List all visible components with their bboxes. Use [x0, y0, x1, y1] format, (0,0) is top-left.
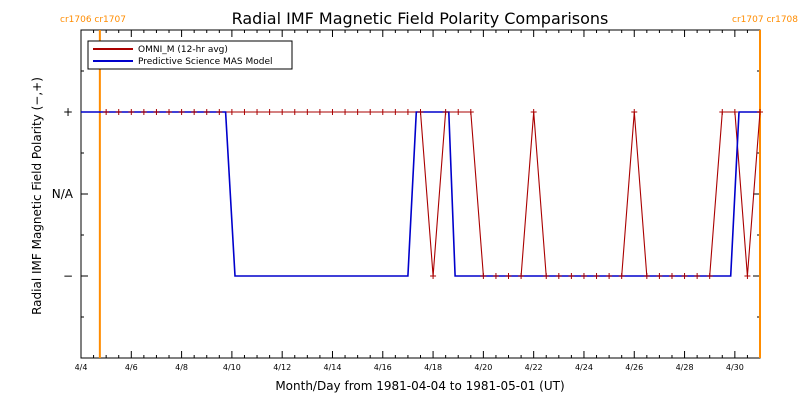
series-omni-point: [442, 109, 449, 115]
x-tick-label: 4/22: [525, 363, 543, 372]
series-omni-point: [568, 273, 575, 279]
series-omni-point: [354, 109, 361, 115]
x-tick-label: 4/18: [424, 363, 442, 372]
series-omni-point: [656, 273, 663, 279]
plot-frame: [80, 29, 761, 359]
series-omni-point: [166, 109, 173, 115]
x-axis-title: Month/Day from 1981-04-04 to 1981-05-01 …: [275, 379, 564, 393]
series-omni-point: [505, 273, 512, 279]
x-tick-label: 4/16: [374, 363, 392, 372]
series-omni-point: [706, 273, 713, 279]
series-omni-point: [555, 273, 562, 279]
series-mas-line: [81, 111, 760, 277]
x-tick-label: 4/6: [125, 363, 138, 372]
series-omni-line: [106, 111, 761, 277]
carrington-label: cr1707 cr1708: [732, 15, 798, 25]
series-omni-point: [467, 109, 474, 115]
series-omni-point: [228, 109, 235, 115]
series-omni-point: [153, 109, 160, 115]
series-omni-point: [480, 273, 487, 279]
carrington-markers: cr1706 cr1707 cr1707 cr1708: [60, 15, 798, 358]
x-tick-label: 4/24: [575, 363, 593, 372]
series-omni-point: [329, 109, 336, 115]
series-omni-point: [216, 109, 223, 115]
series-omni-point: [404, 109, 411, 115]
series-omni-point: [140, 109, 147, 115]
legend-label-mas: Predictive Science MAS Model: [138, 57, 273, 67]
carrington-label: cr1706 cr1707: [60, 15, 126, 25]
series-omni-point: [618, 273, 625, 279]
x-tick-label: 4/20: [474, 363, 492, 372]
series-omni-point: [379, 109, 386, 115]
series-omni-point: [593, 273, 600, 279]
series-omni-point: [103, 109, 110, 115]
series-omni-point: [631, 109, 638, 115]
series-omni-point: [342, 109, 349, 115]
series-omni-point: [530, 109, 537, 115]
x-tick-label: 4/4: [75, 363, 88, 372]
series-omni-point: [643, 273, 650, 279]
series-omni-point: [279, 109, 286, 115]
y-axis-title: Radial IMF Magnetic Field Polarity (−,+): [30, 77, 44, 315]
series-omni-point: [580, 273, 587, 279]
series-omni-point: [115, 109, 122, 115]
series-omni-point: [178, 109, 185, 115]
chart-title: Radial IMF Magnetic Field Polarity Compa…: [232, 9, 609, 28]
x-tick-label: 4/14: [323, 363, 341, 372]
series-omni-point: [417, 109, 424, 115]
x-tick-label: 4/10: [223, 363, 241, 372]
y-tick-label: +: [63, 105, 73, 119]
series-omni-point: [266, 109, 273, 115]
series-omni-point: [367, 109, 374, 115]
series-omni-point: [291, 109, 298, 115]
y-axis: + N/A −: [52, 70, 760, 318]
series-omni-point: [128, 109, 135, 115]
x-tick-label: 4/12: [273, 363, 291, 372]
series-omni-point: [254, 109, 261, 115]
series-omni-point: [731, 109, 738, 115]
series-omni-point: [668, 273, 675, 279]
series-omni-point: [392, 109, 399, 115]
legend-box: [87, 40, 293, 70]
series-omni-point: [430, 273, 437, 279]
series-omni-point: [304, 109, 311, 115]
series-omni-point: [543, 273, 550, 279]
x-tick-label: 4/28: [676, 363, 694, 372]
y-tick-label: N/A: [52, 187, 74, 201]
x-tick-label: 4/26: [625, 363, 643, 372]
series-omni-point: [606, 273, 613, 279]
series-layer: [81, 109, 763, 279]
series-omni-point: [492, 273, 499, 279]
x-tick-label: 4/8: [175, 363, 188, 372]
series-omni-point: [694, 273, 701, 279]
series-omni-point: [518, 273, 525, 279]
legend: OMNI_M (12-hr avg) Predictive Science MA…: [87, 40, 293, 70]
series-omni-point: [719, 109, 726, 115]
x-axis: 4/4 4/6 4/8 4/10 4/12 4/14 4/16 4/18 4/20 4/22 4/2…: [75, 30, 761, 372]
series-omni-point: [316, 109, 323, 115]
x-tick-label: 4/30: [726, 363, 744, 372]
legend-label-omni: OMNI_M (12-hr avg): [138, 45, 228, 55]
series-omni-point: [203, 109, 210, 115]
series-omni-point: [681, 273, 688, 279]
y-tick-label: −: [63, 269, 73, 283]
series-omni-point: [241, 109, 248, 115]
series-omni-point: [757, 109, 763, 115]
series-omni-point: [744, 273, 751, 279]
series-omni-point: [455, 109, 462, 115]
series-omni-point: [191, 109, 198, 115]
